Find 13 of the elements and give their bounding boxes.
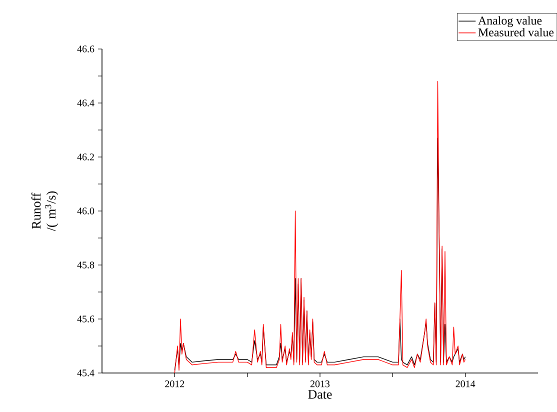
legend-label: Analog value: [478, 16, 542, 28]
y-tick-label: 46.2: [77, 154, 94, 160]
x-tick-label: 2014: [456, 380, 476, 388]
x-tick-label: 2013: [310, 380, 330, 388]
legend-label: Measured value: [478, 28, 554, 36]
y-tick-label: 46.0: [77, 208, 94, 214]
y-tick-label: 45.6: [77, 316, 94, 322]
x-axis-title: Date: [308, 390, 332, 399]
y-tick-label: 46.6: [77, 46, 94, 52]
y-tick-label: 45.8: [77, 262, 94, 268]
x-tick-label: 2012: [165, 380, 184, 388]
y-tick-label: 45.4: [77, 370, 94, 376]
y-tick-label: 46.4: [77, 100, 94, 106]
